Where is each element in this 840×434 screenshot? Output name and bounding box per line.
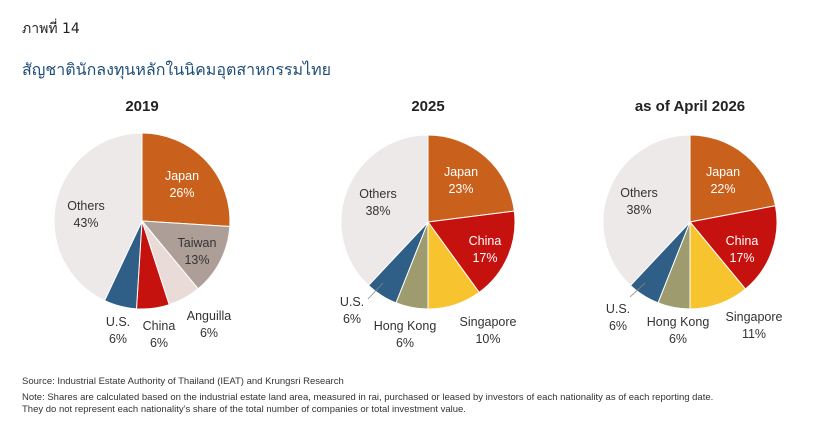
pie-slice-2-china: [689, 205, 778, 290]
slice-label-0-u-s-: U.S.: [106, 315, 130, 329]
slice-label-0-taiwan: Taiwan: [178, 236, 217, 250]
pie-slice-0-japan: [141, 132, 231, 228]
slice-value-1-japan: 23%: [448, 182, 473, 196]
slice-value-2-hong-kong: 6%: [669, 332, 687, 346]
slice-value-0-taiwan: 13%: [184, 253, 209, 267]
slice-label-0-others: Others: [67, 199, 105, 213]
slice-label-0-japan: Japan: [165, 169, 199, 183]
slice-label-2-hong-kong: Hong Kong: [647, 315, 710, 329]
slice-label-1-hong-kong: Hong Kong: [374, 319, 437, 333]
pie-slice-2-japan: [689, 134, 777, 223]
slice-value-1-singapore: 10%: [475, 332, 500, 346]
slice-label-2-others: Others: [620, 186, 658, 200]
leader-line-2-u-s-: [629, 282, 646, 298]
pie-slice-0-others: [53, 132, 143, 302]
slice-label-0-china: China: [143, 319, 176, 333]
slice-value-0-anguilla: 6%: [200, 326, 218, 340]
slice-value-2-china: 17%: [729, 251, 754, 265]
pie-slice-1-others: [340, 134, 429, 287]
slice-value-2-others: 38%: [626, 203, 651, 217]
slice-value-1-china: 17%: [472, 251, 497, 265]
slice-value-0-others: 43%: [73, 216, 98, 230]
pie-slice-1-china: [427, 210, 516, 294]
slice-value-2-u-s-: 6%: [609, 319, 627, 333]
slice-value-1-u-s-: 6%: [343, 312, 361, 326]
slice-label-2-u-s-: U.S.: [606, 302, 630, 316]
source-note: Source: Industrial Estate Authority of T…: [22, 376, 344, 387]
slice-label-1-u-s-: U.S.: [340, 295, 364, 309]
pie-title-2026: as of April 2026: [634, 98, 746, 115]
slice-label-1-others: Others: [359, 187, 397, 201]
slice-label-1-china: China: [469, 234, 502, 248]
pie-title-2019: 2019: [125, 98, 159, 115]
slice-value-2-japan: 22%: [710, 182, 735, 196]
slice-value-0-japan: 26%: [169, 186, 194, 200]
pie-slice-0-taiwan: [140, 220, 231, 290]
slice-value-0-china: 6%: [150, 336, 168, 350]
slice-value-1-hong-kong: 6%: [396, 336, 414, 350]
slice-label-2-singapore: Singapore: [726, 310, 783, 324]
pie-slice-2-others: [602, 134, 691, 287]
slice-label-1-singapore: Singapore: [460, 315, 517, 329]
slice-value-0-u-s-: 6%: [109, 332, 127, 346]
leader-line-1-u-s-: [367, 282, 384, 300]
pie-title-2025: 2025: [411, 98, 445, 115]
note-line-2: They do not represent each nationality’s…: [22, 404, 466, 415]
figure-title: สัญชาตินักลงทุนหลักในนิคมอุตสาหกรรมไทย: [22, 60, 332, 79]
slice-label-2-japan: Japan: [706, 165, 740, 179]
slice-label-2-china: China: [726, 234, 759, 248]
slice-label-1-japan: Japan: [444, 165, 478, 179]
note-line-1: Note: Shares are calculated based on the…: [22, 392, 714, 403]
slice-value-1-others: 38%: [365, 204, 390, 218]
pie-slice-1-japan: [427, 134, 515, 223]
slice-value-2-singapore: 11%: [742, 327, 766, 341]
figure-label: ภาพที่ 14: [22, 21, 80, 37]
slice-label-0-anguilla: Anguilla: [187, 309, 232, 323]
